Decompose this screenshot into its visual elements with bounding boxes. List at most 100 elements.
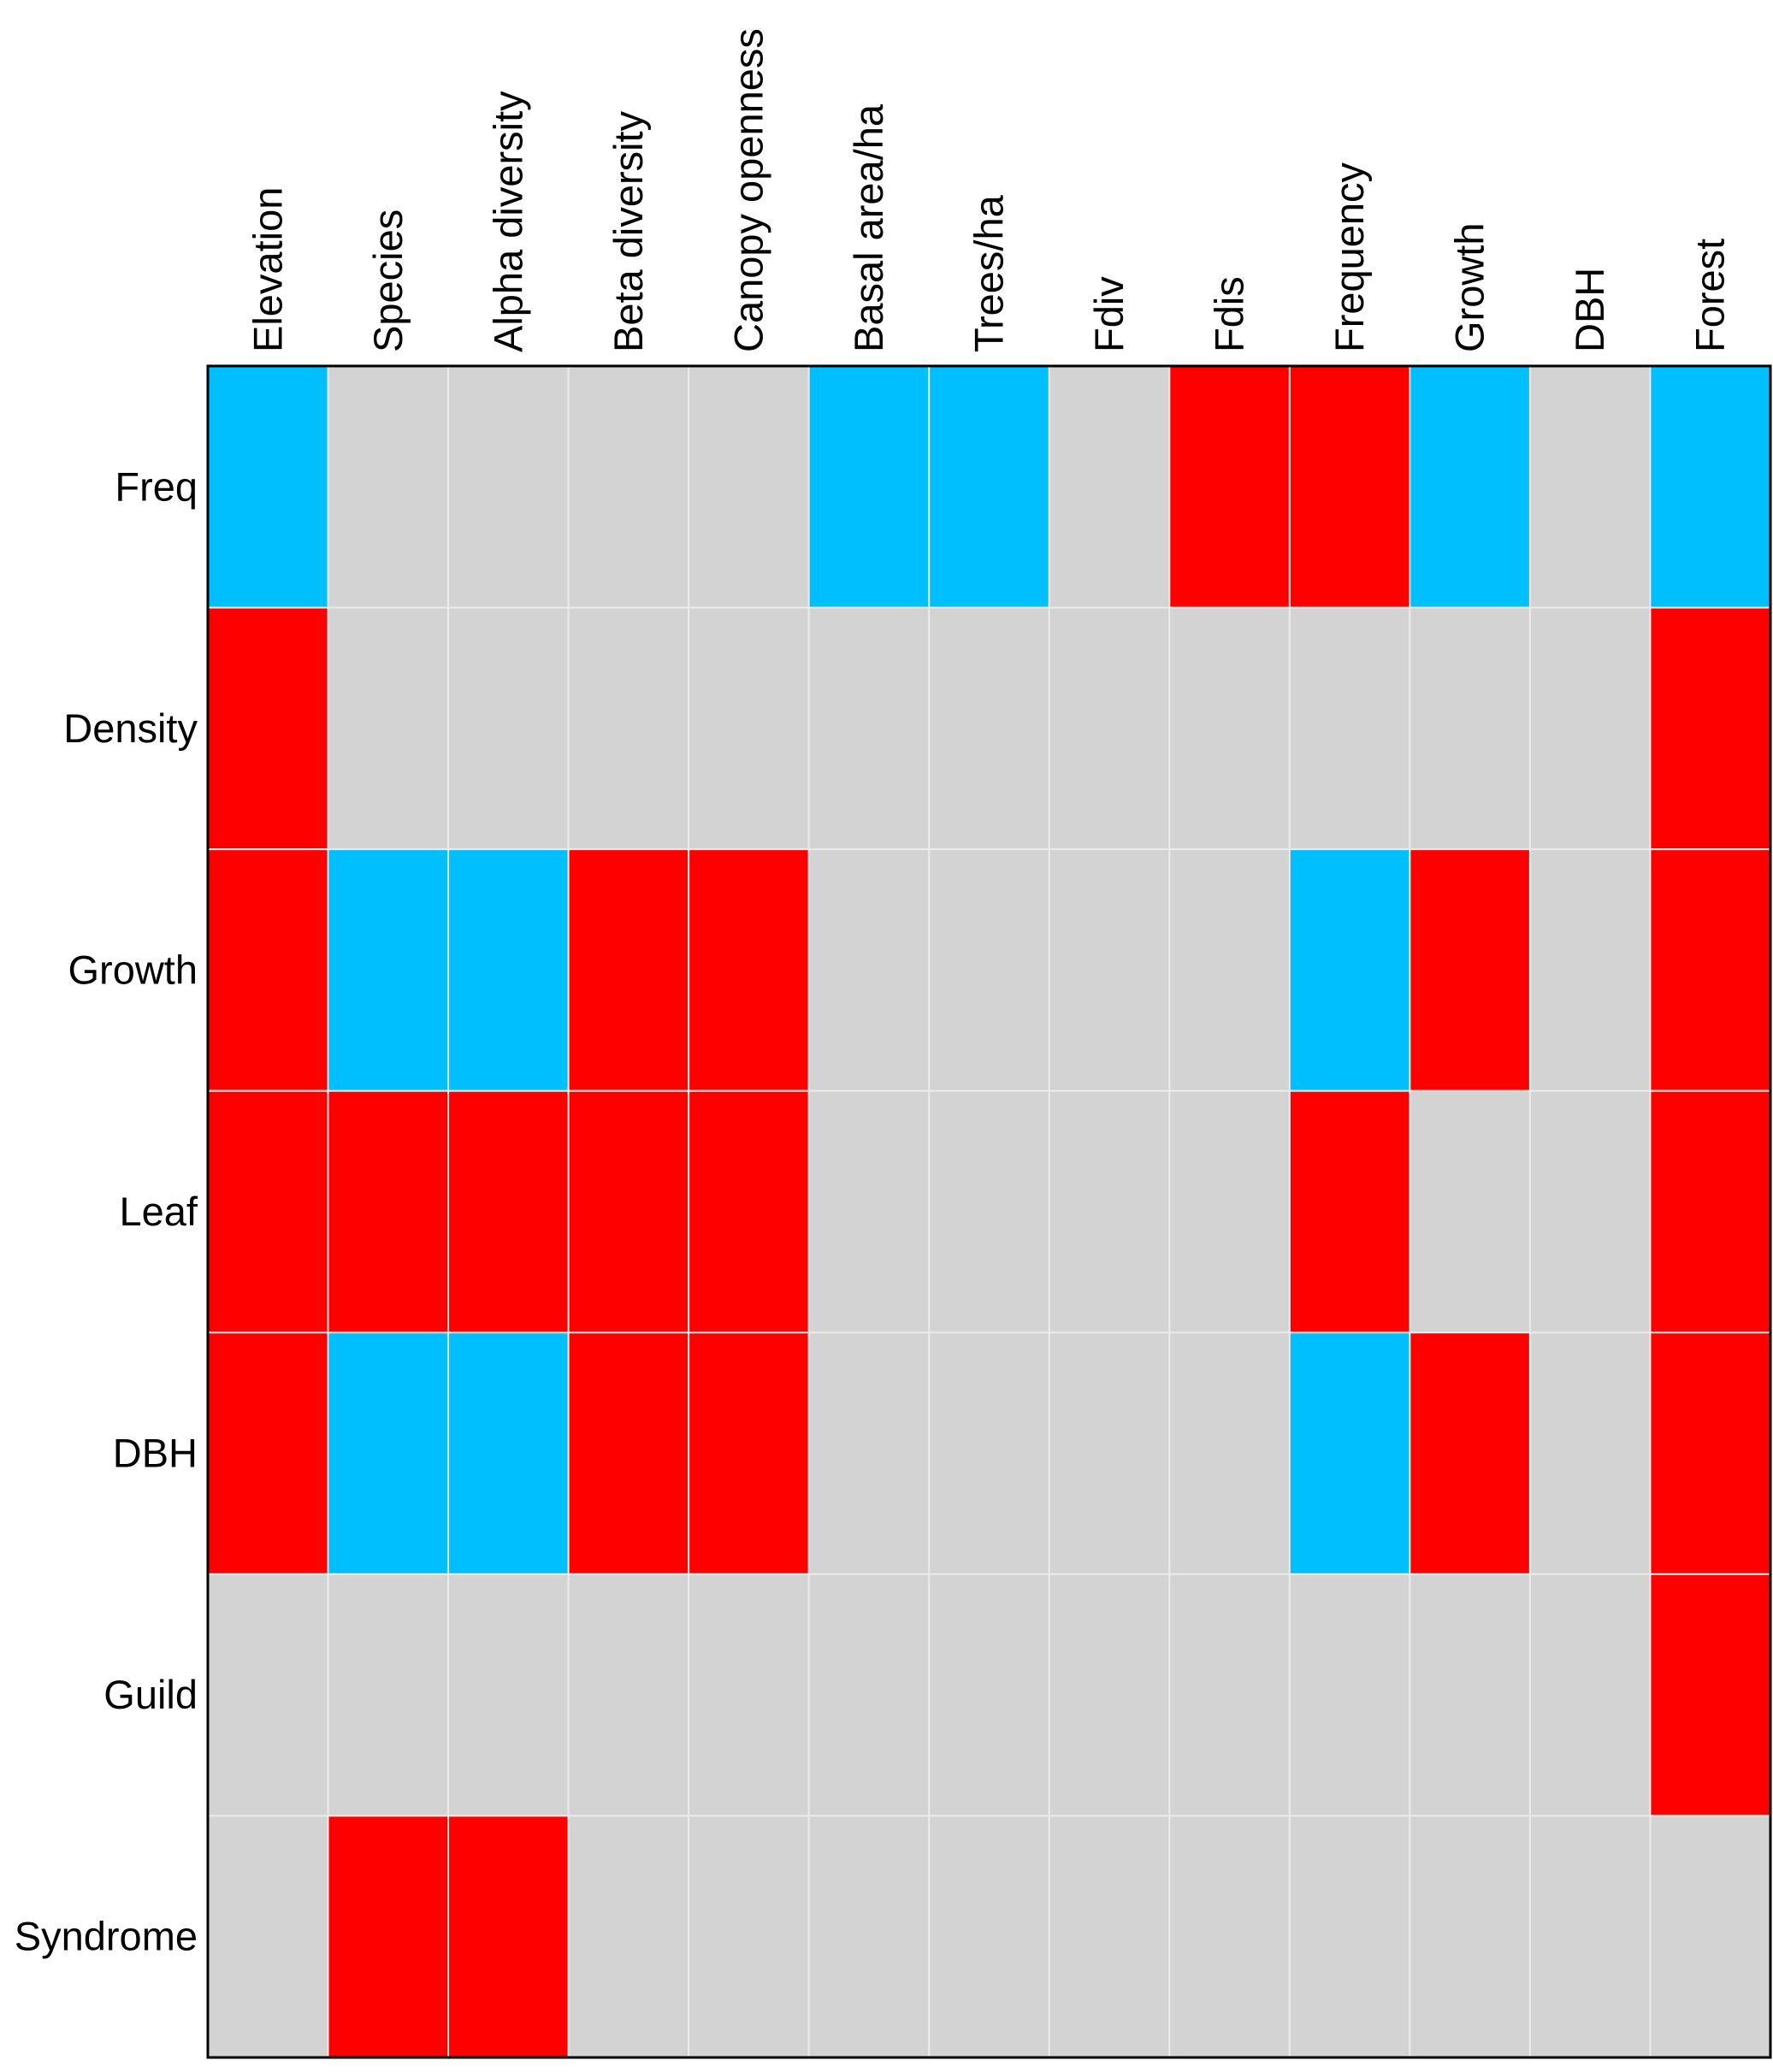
- heatmap-cell-6-4: [688, 1815, 810, 2058]
- heatmap-cell-0-2: [447, 365, 570, 609]
- heatmap-cell-2-2: [447, 848, 570, 1092]
- heatmap-cell-1-12: [1649, 606, 1772, 851]
- heatmap-cell-6-9: [1288, 1815, 1411, 2058]
- column-label-6: Trees/ha: [966, 194, 1012, 352]
- column-label-12: Forest: [1687, 239, 1733, 352]
- heatmap-cell-5-12: [1649, 1573, 1772, 1817]
- heatmap-cell-0-3: [567, 365, 690, 609]
- column-label-2: Alpha diversity: [485, 91, 530, 352]
- heatmap-cell-1-2: [447, 606, 570, 851]
- heatmap-cell-3-7: [1048, 1089, 1171, 1334]
- heatmap-cell-6-8: [1168, 1815, 1291, 2058]
- heatmap-cell-4-3: [567, 1331, 690, 1575]
- row-label-1: Density: [63, 705, 198, 751]
- heatmap-cell-3-0: [207, 1089, 329, 1334]
- row-labels: Freq Density Growth Leaf DBH Guild Syndrome: [15, 463, 198, 1958]
- heatmap-cell-1-5: [807, 606, 931, 851]
- heatmap-cell-6-10: [1409, 1815, 1531, 2058]
- heatmap-cell-5-7: [1048, 1573, 1171, 1817]
- heatmap-cell-2-0: [207, 848, 329, 1092]
- column-label-3: Beta diversity: [606, 110, 651, 352]
- heatmap-cell-1-10: [1409, 606, 1531, 851]
- heatmap-cell-4-0: [207, 1331, 329, 1575]
- heatmap-cell-2-10: [1409, 848, 1531, 1092]
- heatmap-cell-0-5: [807, 365, 931, 609]
- heatmap-cell-1-8: [1168, 606, 1291, 851]
- heatmap-cell-0-6: [928, 365, 1050, 609]
- heatmap-cell-5-10: [1409, 1573, 1531, 1817]
- column-label-10: Growth: [1447, 223, 1492, 353]
- heatmap-cell-6-2: [447, 1815, 570, 2058]
- heatmap-cell-3-3: [567, 1089, 690, 1334]
- column-label-1: Species: [365, 210, 411, 352]
- heatmap-cell-5-3: [567, 1573, 690, 1817]
- heatmap-cell-5-11: [1528, 1573, 1652, 1817]
- row-label-3: Leaf: [120, 1189, 198, 1234]
- heatmap-cell-4-11: [1528, 1331, 1652, 1575]
- heatmap-cell-2-6: [928, 848, 1050, 1092]
- heatmap-cell-6-1: [327, 1815, 450, 2058]
- heatmap-cell-3-2: [447, 1089, 570, 1334]
- heatmap-cell-6-0: [207, 1815, 329, 2058]
- heatmap-cell-2-4: [688, 848, 810, 1092]
- heatmap-cell-3-5: [807, 1089, 931, 1334]
- heatmap-cell-1-11: [1528, 606, 1652, 851]
- heatmap-cell-5-6: [928, 1573, 1050, 1817]
- heatmap-cell-0-11: [1528, 365, 1652, 609]
- heatmap-cell-3-1: [327, 1089, 450, 1334]
- row-label-4: DBH: [113, 1431, 198, 1476]
- heatmap-cell-2-12: [1649, 848, 1772, 1092]
- plot-border: [206, 364, 1772, 2059]
- heatmap-cell-5-8: [1168, 1573, 1291, 1817]
- heatmap-cell-0-4: [688, 365, 810, 609]
- heatmap-cell-4-4: [688, 1331, 810, 1575]
- heatmap-cell-5-2: [447, 1573, 570, 1817]
- heatmap-cell-1-3: [567, 606, 690, 851]
- column-label-9: Frequency: [1327, 162, 1372, 352]
- heatmap-cell-4-12: [1649, 1331, 1772, 1575]
- heatmap-cell-4-6: [928, 1331, 1050, 1575]
- heatmap-cell-6-6: [928, 1815, 1050, 2058]
- heatmap-cell-6-11: [1528, 1815, 1652, 2058]
- heatmap-cell-1-9: [1288, 606, 1411, 851]
- heatmap-cell-3-11: [1528, 1089, 1652, 1334]
- heatmap-cell-1-7: [1048, 606, 1171, 851]
- heatmap-cell-4-5: [807, 1331, 931, 1575]
- column-label-11: DBH: [1567, 268, 1612, 352]
- column-label-7: Fdiv: [1086, 276, 1132, 352]
- heatmap-cell-0-7: [1048, 365, 1171, 609]
- column-label-8: Fdis: [1207, 276, 1252, 352]
- heatmap-cell-2-8: [1168, 848, 1291, 1092]
- heatmap-cell-1-6: [928, 606, 1050, 851]
- heatmap-cell-5-5: [807, 1573, 931, 1817]
- heatmap-cell-2-1: [327, 848, 450, 1092]
- heatmap-cell-0-0: [207, 365, 329, 609]
- heatmap-cell-6-7: [1048, 1815, 1171, 2058]
- heatmap-cell-3-9: [1288, 1089, 1411, 1334]
- heatmap-cell-2-5: [807, 848, 931, 1092]
- heatmap-cell-4-7: [1048, 1331, 1171, 1575]
- row-label-5: Guild: [103, 1672, 198, 1717]
- heatmap-cell-4-2: [447, 1331, 570, 1575]
- heatmap-cell-2-11: [1528, 848, 1652, 1092]
- heatmap-cell-2-9: [1288, 848, 1411, 1092]
- heatmap-cell-0-1: [327, 365, 450, 609]
- heatmap-cell-3-6: [928, 1089, 1050, 1334]
- heatmap-cell-0-9: [1288, 365, 1411, 609]
- heatmap-cell-0-10: [1409, 365, 1531, 609]
- row-label-6: Syndrome: [15, 1914, 198, 1959]
- heatmap-cell-4-10: [1409, 1331, 1531, 1575]
- heatmap-cell-5-1: [327, 1573, 450, 1817]
- heatmap-cell-4-9: [1288, 1331, 1411, 1575]
- heatmap-cell-6-5: [807, 1815, 931, 2058]
- heatmap-cell-2-3: [567, 848, 690, 1092]
- column-labels: Elevation Species Alpha diversity Beta dive…: [245, 28, 1732, 352]
- heatmap-cell-6-3: [567, 1815, 690, 2058]
- column-label-4: Canopy openness: [725, 28, 771, 352]
- column-label-5: Basal area/ha: [846, 103, 891, 352]
- heatmap-cell-3-10: [1409, 1089, 1531, 1334]
- heatmap-cell-1-1: [327, 606, 450, 851]
- heatmap-cell-6-12: [1649, 1815, 1772, 2058]
